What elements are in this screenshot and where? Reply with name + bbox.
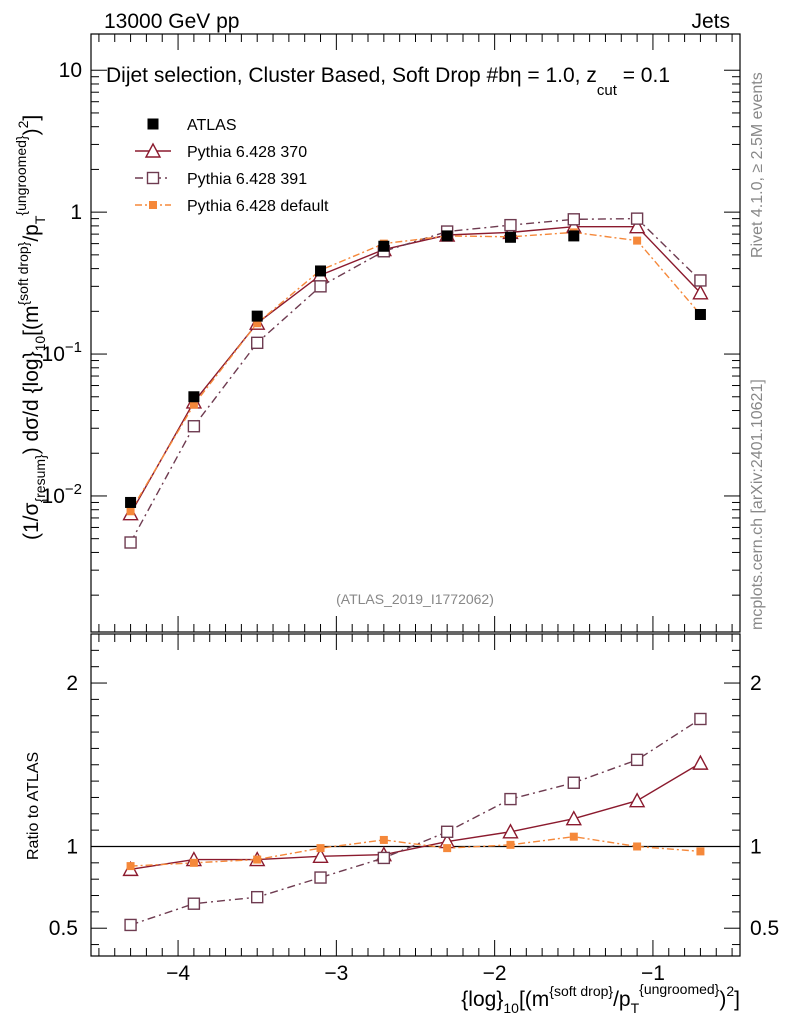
legend-label: Pythia 6.428 default <box>187 198 329 215</box>
plot-title-tail: = 0.1 <box>617 64 670 87</box>
main-point-py370 <box>628 218 646 234</box>
legend-marker-py370 <box>144 142 162 158</box>
ratio-point-py370 <box>565 810 582 826</box>
ratio-point-py391 <box>124 918 137 932</box>
main-point-py391 <box>504 218 517 232</box>
y-tick-label-ratio: 0.5 <box>49 917 78 940</box>
ratio-point-py391 <box>504 792 517 806</box>
y-tick-label-ratio: 2 <box>66 672 78 695</box>
ratio-point-pydef <box>379 835 388 844</box>
x-tick-label: −3 <box>324 962 348 985</box>
main-point-pydef <box>633 236 642 245</box>
y-tick-label-main: 10−1 <box>42 339 82 366</box>
main-line-py370 <box>129 225 701 515</box>
mcplots-label: mcplots.cern.ch [arXiv:2401.10621] <box>749 379 766 630</box>
ratio-point-pydef <box>569 832 578 841</box>
main-ylabel: (1/σ{resum}) dσ/d {log}10[(m{soft drop}/… <box>13 115 48 540</box>
main-point-atlas <box>441 230 453 242</box>
ratio-point-pydef <box>633 842 642 851</box>
legend-label: Pythia 6.428 391 <box>187 171 307 188</box>
header-left: 13000 GeV pp <box>104 10 239 33</box>
y-tick-label-main: 10−2 <box>42 481 82 508</box>
ratio-point-pydef <box>253 855 262 864</box>
ratio-point-py391 <box>630 753 644 767</box>
main-point-py391 <box>124 536 137 549</box>
ratio-point-py391 <box>251 890 264 904</box>
rivet-label: Rivet 4.1.0, ≥ 2.5M events <box>749 72 766 258</box>
x-tick-label: −1 <box>641 962 665 985</box>
chart-dynamic-layer: 10−2 10−1 1 10 −4 −3 −2 −1 0.5 0.5 1 1 2 2 ATLAS Pythia… <box>42 34 779 985</box>
plot-title: Dijet selection, Cluster Based, Soft Dro… <box>106 64 670 99</box>
legend-label: ATLAS <box>187 117 237 134</box>
ratio-point-pydef <box>189 858 198 867</box>
main-point-atlas <box>378 240 390 252</box>
ratio-point-py391 <box>694 712 707 726</box>
ratio-point-py370 <box>692 754 709 770</box>
legend-marker-pydef <box>149 201 157 209</box>
main-point-pydef <box>189 400 198 409</box>
main-point-atlas <box>504 231 516 243</box>
ratio-point-py391 <box>314 871 327 884</box>
plot-title-sub: cut <box>597 82 618 99</box>
main-point-atlas <box>315 265 327 277</box>
y-tick-label-ratio-right: 2 <box>750 672 762 695</box>
plot-title-eta: η = 1.0, z <box>510 64 597 87</box>
analysis-watermark: (ATLAS_2019_I1772062) <box>336 591 494 607</box>
legend-label: Pythia 6.428 370 <box>187 144 307 161</box>
main-point-atlas <box>694 308 706 320</box>
ratio-ylabel: Ratio to ATLAS <box>25 752 42 860</box>
ratio-point-py370 <box>628 792 646 808</box>
ratio-point-pydef <box>506 840 515 849</box>
ratio-point-pydef <box>696 847 705 856</box>
y-tick-label-ratio: 1 <box>66 835 78 858</box>
x-tick-label: −4 <box>166 962 190 985</box>
main-point-py391 <box>251 336 264 350</box>
main-point-py391 <box>567 213 580 226</box>
y-tick-label-ratio-right: 0.5 <box>750 917 779 940</box>
ratio-point-py391 <box>377 851 391 865</box>
ratio-point-py370 <box>502 823 519 839</box>
ratio-point-py391 <box>567 776 580 789</box>
header-right: Jets <box>691 10 730 33</box>
plot-title-main: Dijet selection, Cluster Based, Soft Dro… <box>106 64 510 87</box>
ratio-point-pydef <box>443 844 452 853</box>
main-point-atlas <box>188 391 200 403</box>
y-tick-label-ratio-right: 1 <box>750 835 762 858</box>
legend-marker-atlas <box>147 118 159 130</box>
main-point-atlas <box>125 496 137 508</box>
ratio-point-py391 <box>187 897 201 910</box>
ratio-line-py370 <box>130 762 701 871</box>
main-point-pydef <box>126 507 135 516</box>
ratio-line-pydef <box>130 835 701 867</box>
ratio-point-pydef <box>316 844 325 853</box>
y-tick-label-main: 10 <box>59 59 82 82</box>
ratio-point-pydef <box>126 862 135 871</box>
main-point-atlas <box>568 230 580 242</box>
main-line-py391 <box>129 217 701 543</box>
main-point-atlas <box>251 310 263 322</box>
ratio-line-py391 <box>130 718 701 926</box>
main-line-pydef <box>129 231 701 512</box>
x-axis-label: {log}10[(m{soft drop}/pT{ungroomed})2] <box>461 981 740 1016</box>
x-tick-label: −2 <box>483 962 507 985</box>
legend-marker-py391 <box>146 171 160 185</box>
ratio-point-py391 <box>440 825 454 838</box>
main-point-py391 <box>187 420 201 433</box>
main-point-py391 <box>630 212 644 225</box>
main-point-py370 <box>692 284 709 300</box>
ratio-point-py370 <box>312 847 329 863</box>
main-point-py391 <box>694 274 707 287</box>
y-tick-label-main: 1 <box>70 201 82 224</box>
main-point-py391 <box>314 280 327 293</box>
main-point-pydef <box>253 319 262 328</box>
